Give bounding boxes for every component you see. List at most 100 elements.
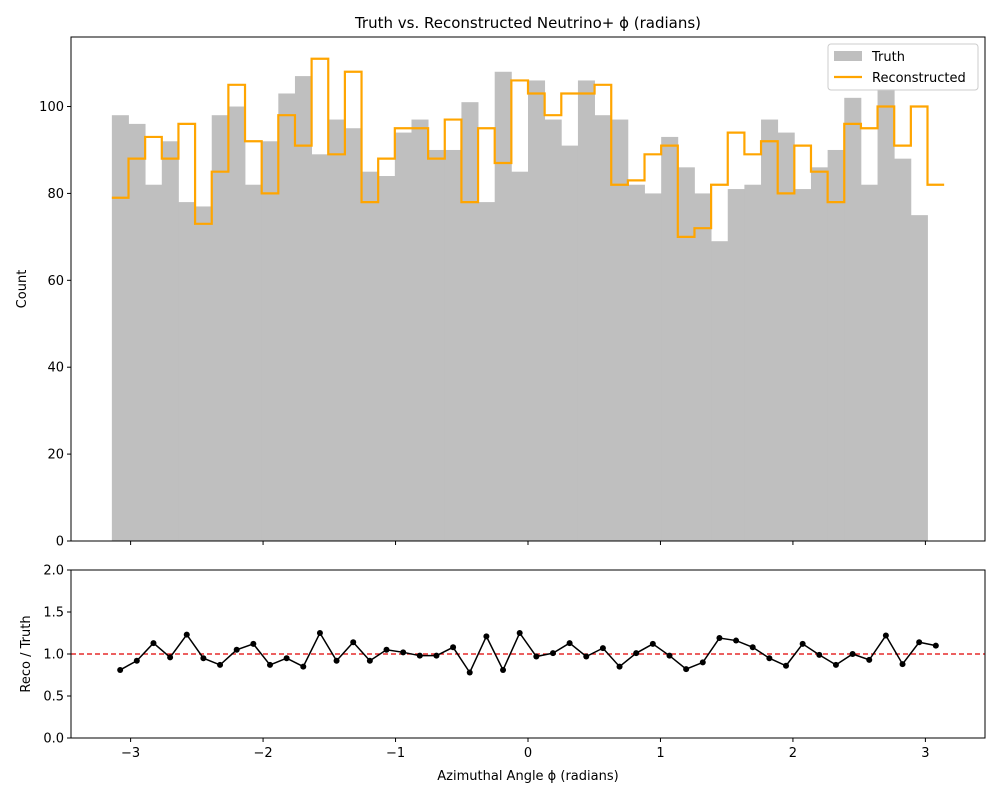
truth-bar [544, 119, 562, 542]
ratio-point [416, 652, 423, 659]
truth-bar [211, 115, 229, 542]
ratio-point [383, 646, 390, 653]
ratio-point [799, 640, 806, 647]
truth-bar [528, 80, 546, 541]
truth-bar [245, 184, 263, 541]
truth-bar [711, 241, 729, 541]
truth-bar [794, 189, 812, 541]
ratio-point [200, 655, 207, 662]
truth-bar [111, 115, 129, 542]
ratio-point [433, 652, 440, 659]
ratio-point [666, 652, 673, 659]
truth-bar [195, 206, 213, 541]
truth-bar [145, 184, 163, 541]
ratio-point [882, 632, 889, 639]
ratio-point [549, 650, 556, 657]
y-tick-label: 40 [47, 361, 64, 376]
truth-bar [910, 215, 928, 541]
y-tick-label: 2.0 [43, 564, 64, 579]
truth-bar [178, 202, 196, 541]
truth-bar [844, 97, 862, 541]
ratio-point [899, 661, 906, 668]
legend-truth-swatch [834, 51, 862, 61]
x-tick-label: −3 [121, 746, 140, 761]
y-tick-label: 0.0 [43, 732, 64, 747]
truth-bar [877, 89, 895, 541]
ratio-point [483, 633, 490, 640]
ratio-point [649, 640, 656, 647]
ratio-point [117, 666, 124, 673]
ratio-point [167, 654, 174, 661]
ratio-point [283, 655, 290, 662]
truth-bar [394, 132, 412, 541]
truth-bar [294, 76, 313, 541]
truth-bar [344, 128, 362, 542]
y-tick-label: 1.5 [43, 606, 64, 621]
top-x-ticks [130, 541, 926, 545]
reco-histogram [111, 57, 945, 238]
ratio-point [932, 642, 939, 649]
ratio-point [150, 640, 157, 647]
truth-bar [827, 149, 845, 541]
ratio-point [633, 650, 640, 657]
ratio-line [119, 631, 936, 675]
ratio-point [616, 663, 623, 670]
truth-bar [494, 71, 512, 541]
chart-title: Truth vs. Reconstructed Neutrino+ ϕ (rad… [354, 14, 701, 32]
legend-reco-label: Reconstructed [872, 71, 966, 86]
truth-bar [894, 158, 912, 541]
truth-bar [644, 193, 662, 541]
y-tick-label: 80 [47, 187, 64, 202]
ratio-point [832, 661, 839, 668]
truth-bar [361, 171, 379, 541]
bottom-y-axis: 0.0 0.5 1.0 1.5 2.0 [43, 564, 71, 747]
truth-bar [511, 171, 529, 541]
truth-bar [594, 115, 612, 542]
ratio-point [217, 661, 224, 668]
y-tick-label: 20 [47, 448, 64, 463]
truth-histogram [111, 71, 928, 542]
ratio-point [316, 630, 323, 636]
bottom-panel: 0.00.51.01.52.0 −3 −2 −1 0 1 2 3 Reco / Truth … [19, 564, 986, 784]
ratio-point [866, 656, 873, 663]
ratio-point [566, 640, 573, 647]
ratio-point [183, 631, 190, 638]
x-tick-label: 3 [921, 746, 929, 761]
ratio-point [849, 651, 856, 657]
ratio-point [250, 640, 257, 647]
ratio-point [366, 657, 373, 664]
truth-bar [228, 106, 246, 542]
y-tick-label: 1.0 [43, 648, 64, 663]
y-tick-label: 0.5 [43, 690, 64, 705]
legend-truth-label: Truth [871, 50, 905, 65]
ratio-point [783, 662, 790, 669]
ratio-point [683, 666, 690, 673]
bottom-y-axis-label: Reco / Truth [19, 615, 34, 692]
ratio-point [500, 666, 507, 673]
legend: Truth Reconstructed [827, 43, 979, 91]
ratio-point [816, 651, 823, 658]
ratio-point [733, 637, 740, 644]
ratio-point [450, 644, 457, 651]
ratio-point [333, 657, 340, 664]
ratio-point [133, 657, 140, 664]
ratio-point [466, 669, 473, 676]
reco-step-line [111, 57, 945, 238]
ratio-point [533, 653, 540, 660]
ratio-point [233, 646, 240, 653]
truth-bar [311, 154, 329, 541]
truth-bar [128, 123, 146, 542]
y-tick-label: 0 [56, 535, 64, 550]
truth-bar [860, 184, 878, 541]
x-tick-label: −2 [253, 746, 272, 761]
ratio-point [599, 645, 606, 652]
ratio-point [916, 639, 923, 646]
ratio-point [583, 653, 590, 660]
x-tick-label: 0 [524, 746, 532, 761]
truth-bar [744, 184, 762, 541]
truth-bar [461, 102, 479, 542]
truth-bar [627, 184, 645, 541]
x-tick-label: 1 [656, 746, 664, 761]
truth-bar [777, 132, 795, 541]
